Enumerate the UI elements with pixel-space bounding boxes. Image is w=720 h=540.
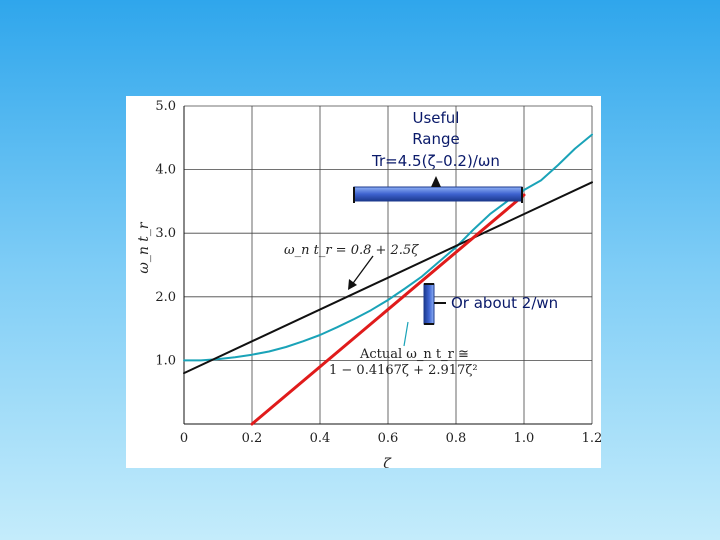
x-tick-labels: 0 0.2 0.4 0.6 0.8 1.0 1.2 bbox=[180, 431, 601, 446]
chart-figure: 0 0.2 0.4 0.6 0.8 1.0 1.2 1.0 2.0 3.0 4.0 5.0 ζ ω_… bbox=[126, 96, 601, 468]
actual-formula-line1: Actual ω_n t_r ≅ bbox=[359, 347, 469, 362]
approx-arrow bbox=[348, 255, 374, 290]
y-tick-labels: 1.0 2.0 3.0 4.0 5.0 bbox=[155, 99, 176, 368]
actual-curve bbox=[183, 133, 593, 362]
x-tick-label: 0.2 bbox=[242, 431, 263, 446]
chart-svg: 0 0.2 0.4 0.6 0.8 1.0 1.2 1.0 2.0 3.0 4.0 5.0 ζ ω_… bbox=[136, 99, 601, 468]
x-axis-label: ζ bbox=[383, 456, 392, 468]
actual-formula-line2: 1 − 0.4167ζ + 2.917ζ² bbox=[329, 363, 478, 378]
x-tick-label: 0.8 bbox=[446, 431, 467, 446]
actual-pointer bbox=[403, 321, 409, 347]
useful-range-label-line2: Range bbox=[412, 130, 460, 148]
or-about-label: Or about 2/wn bbox=[451, 294, 558, 312]
x-tick-label: 0 bbox=[180, 431, 188, 446]
grid bbox=[183, 105, 593, 424]
y-tick-label: 2.0 bbox=[155, 290, 176, 305]
y-tick-label: 3.0 bbox=[155, 226, 176, 241]
y-axis-label: ω_n t_r bbox=[136, 221, 152, 274]
series-group bbox=[183, 133, 593, 426]
useful-range-bracket bbox=[353, 176, 523, 203]
y-tick-label: 1.0 bbox=[155, 353, 176, 368]
x-tick-label: 1.0 bbox=[514, 431, 535, 446]
y-tick-label: 5.0 bbox=[155, 99, 176, 114]
y-tick-label: 4.0 bbox=[155, 163, 176, 178]
approx-formula-annotation: ω_n t_r = 0.8 + 2.5ζ bbox=[284, 243, 419, 258]
approx-line bbox=[183, 181, 593, 375]
x-tick-label: 0.4 bbox=[310, 431, 331, 446]
x-tick-label: 0.6 bbox=[378, 431, 399, 446]
about-bracket bbox=[423, 283, 446, 325]
useful-range-label-line1: Useful bbox=[413, 109, 460, 127]
useful-range-line bbox=[250, 193, 526, 426]
x-tick-label: 1.2 bbox=[582, 431, 601, 446]
useful-range-label-line3: Tr=4.5(ζ–0.2)/ωn bbox=[371, 152, 500, 170]
